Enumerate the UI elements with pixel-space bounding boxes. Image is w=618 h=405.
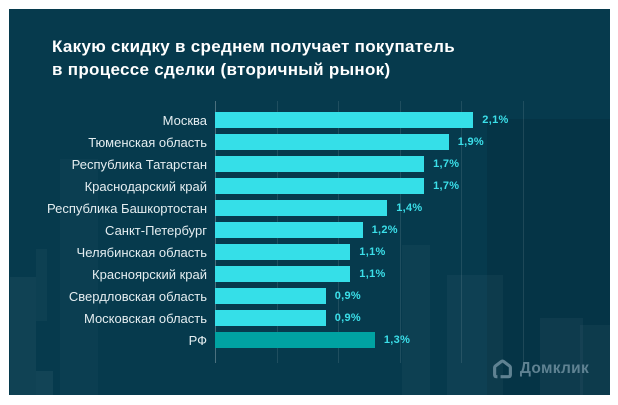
domclick-logo: Домклик xyxy=(492,358,589,379)
chart-rows: Москва 2,1% Тюменская область 1,9% Республик… xyxy=(9,109,610,351)
chart-row: Республика Татарстан 1,7% xyxy=(9,153,610,175)
bar-area: 1,1% xyxy=(215,263,610,285)
chart-title-line-2: в процессе сделки (вторичный рынок) xyxy=(52,60,391,79)
skyline-decor xyxy=(36,371,53,395)
bar-value: 1,4% xyxy=(396,202,423,214)
chart-title-line-1: Какую скидку в среднем получает покупате… xyxy=(52,37,456,56)
bar-area: 0,9% xyxy=(215,285,610,307)
chart-row: Красноярский край 1,1% xyxy=(9,263,610,285)
bar xyxy=(215,244,351,260)
bar-chart: Москва 2,1% Тюменская область 1,9% Республик… xyxy=(9,101,610,363)
row-label: Москва xyxy=(162,112,207,128)
bar-value: 1,7% xyxy=(433,158,460,170)
bar-value: 1,2% xyxy=(371,224,398,236)
bar xyxy=(215,288,326,304)
chart-row: Санкт-Петербург 1,2% xyxy=(9,219,610,241)
gridline xyxy=(522,101,524,363)
gridline xyxy=(461,101,462,363)
chart-row: Тюменская область 1,9% xyxy=(9,131,610,153)
row-label: Санкт-Петербург xyxy=(105,222,207,238)
bar-area: 2,1% xyxy=(215,109,610,131)
row-label: Красноярский край xyxy=(92,266,207,282)
row-label: Республика Татарстан xyxy=(71,156,207,172)
bar-value: 0,9% xyxy=(334,312,361,324)
bar-area: 1,7% xyxy=(215,175,610,197)
bar-value: 1,9% xyxy=(457,136,484,148)
bar-value: 2,1% xyxy=(482,114,509,126)
bar-area: 1,9% xyxy=(215,131,610,153)
chart-row: Челябинская область 1,1% xyxy=(9,241,610,263)
bar xyxy=(215,156,425,172)
logo-text: Домклик xyxy=(519,359,589,377)
bar-value: 1,1% xyxy=(359,246,386,258)
infographic-card: Какую скидку в среднем получает покупате… xyxy=(9,9,610,395)
bar-area: 1,7% xyxy=(215,153,610,175)
bar xyxy=(215,200,388,216)
gridline xyxy=(399,101,401,363)
bar xyxy=(215,266,351,282)
bar xyxy=(215,310,326,326)
bar-total xyxy=(215,332,375,348)
bar-area: 1,4% xyxy=(215,197,610,219)
chart-row: Краснодарский край 1,7% xyxy=(9,175,610,197)
row-label: Республика Башкортостан xyxy=(47,200,207,216)
bar-value: 1,7% xyxy=(433,180,460,192)
row-label: Челябинская область xyxy=(76,244,207,260)
bar-area: 1,1% xyxy=(215,241,610,263)
bar xyxy=(215,178,425,194)
row-label: Тюменская область xyxy=(88,134,207,150)
bar-area: 0,9% xyxy=(215,307,610,329)
bar xyxy=(215,134,449,150)
chart-title: Какую скидку в среднем получает покупате… xyxy=(52,35,455,81)
chart-row: Московская область 0,9% xyxy=(9,307,610,329)
row-label: Московская область xyxy=(83,310,207,326)
bar-area: 1,2% xyxy=(215,219,610,241)
bar-area: 1,3% xyxy=(215,329,610,351)
bar-value: 0,9% xyxy=(334,290,361,302)
bar-value: 1,1% xyxy=(359,268,386,280)
house-icon xyxy=(492,359,512,379)
chart-row: Москва 2,1% xyxy=(9,109,610,131)
chart-row: РФ 1,3% xyxy=(9,329,610,351)
bar-value: 1,3% xyxy=(383,334,411,346)
chart-row: Республика Башкортостан 1,4% xyxy=(9,197,610,219)
row-label: РФ xyxy=(188,332,207,348)
row-label: Краснодарский край xyxy=(84,178,207,194)
bar xyxy=(215,112,474,128)
chart-row: Свердловская область 0,9% xyxy=(9,285,610,307)
row-label: Свердловская область xyxy=(68,288,207,304)
bar xyxy=(215,222,363,238)
